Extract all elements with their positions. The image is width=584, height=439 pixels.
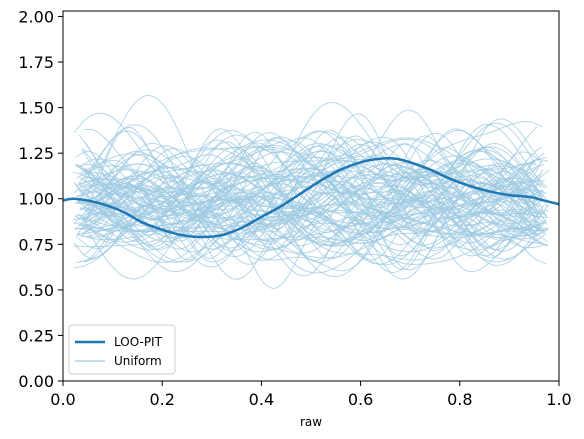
x-tick-label: 0.6 [348,390,373,409]
uniform-sample-line [73,166,548,259]
uniform-sample-line [83,128,540,280]
uniform-sample-line [78,143,543,212]
uniform-sample-line [77,163,537,261]
x-axis-label: raw [300,415,322,429]
uniform-sample-line [85,158,543,221]
y-tick-label: 0.25 [18,326,54,345]
uniform-sample-line [86,141,543,204]
uniform-sample-line [75,143,547,289]
y-tick-label: 0.50 [18,281,54,300]
y-tick-label: 2.00 [18,7,54,26]
uniform-sample-line [76,189,537,264]
x-tick-label: 0.2 [149,390,174,409]
uniform-sample-line [75,155,535,220]
uniform-sample-line [81,159,550,209]
legend-label-uniform: Uniform [114,354,162,368]
uniform-sample-line [76,138,543,204]
uniform-sample-line [78,177,547,263]
y-tick-label: 1.00 [18,190,54,209]
uniform-sample-line [86,166,538,261]
plot-frame [62,10,560,382]
uniform-sample-line [79,167,544,248]
y-tick-label: 0.75 [18,235,54,254]
y-tick-label: 1.50 [18,99,54,118]
uniform-sample-line [78,175,538,232]
legend-box [68,324,176,375]
legend-label-loo-pit: LOO-PIT [114,335,163,349]
y-tick-label: 0.00 [18,372,54,391]
uniform-sample-line [86,203,544,241]
uniform-sample-line [86,129,545,271]
x-axis: 0.0 0.2 0.4 0.6 0.8 1.0 [50,381,572,409]
y-tick-label: 1.25 [18,144,54,163]
uniform-lines [73,94,550,289]
x-tick-label: 0.4 [249,390,274,409]
uniform-sample-line [73,138,540,248]
legend: LOO-PIT Uniform [68,324,176,375]
y-axis: 0.00 0.25 0.50 0.75 1.00 1.25 1.50 1.75 2.00 [18,7,63,391]
uniform-sample-line [74,144,536,230]
uniform-sample-line [82,146,549,211]
uniform-sample-line [86,172,542,247]
uniform-sample-line [85,94,548,273]
x-tick-label: 0.0 [50,390,75,409]
x-tick-label: 0.8 [447,390,472,409]
uniform-sample-line [73,158,549,270]
uniform-sample-line [84,102,538,252]
uniform-sample-line [85,127,541,250]
y-tick-label: 1.75 [18,53,54,72]
uniform-sample-line [86,150,546,273]
loo-pit-line [62,156,560,239]
x-tick-label: 1.0 [546,390,571,409]
loo-pit-line-group [62,156,560,239]
